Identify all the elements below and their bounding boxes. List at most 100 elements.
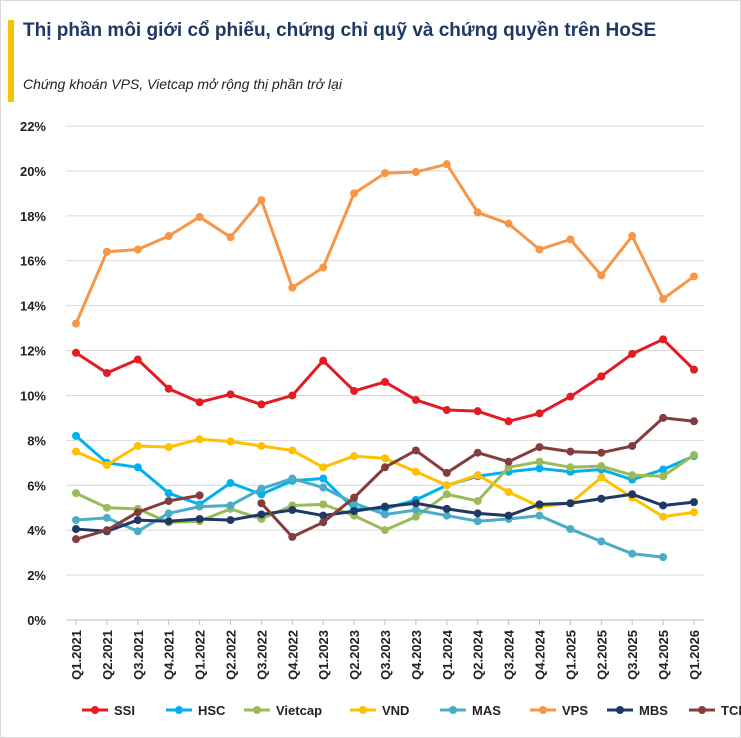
- data-point-tcbs: [566, 447, 575, 456]
- data-point-vps: [597, 271, 606, 280]
- data-point-vps: [628, 232, 637, 241]
- data-point-mbs: [659, 501, 668, 510]
- data-point-vps: [164, 232, 173, 241]
- data-point-vietcap: [473, 496, 482, 505]
- x-tick-label: Q4.2021: [162, 630, 177, 680]
- data-point-vietcap: [690, 450, 698, 459]
- data-point-mas: [411, 505, 420, 514]
- data-point-vnd: [659, 512, 668, 521]
- data-point-ssi: [319, 356, 328, 365]
- data-point-mas: [226, 501, 235, 510]
- data-point-vps: [535, 245, 544, 254]
- data-point-vnd: [133, 441, 142, 450]
- data-point-vietcap: [628, 471, 637, 480]
- data-point-vps: [381, 169, 389, 178]
- legend-item-tcbs: TCBS: [689, 703, 741, 718]
- data-point-tcbs: [411, 446, 420, 455]
- legend-label: SSI: [114, 703, 135, 718]
- data-point-vps: [566, 235, 575, 244]
- legend-label: MAS: [472, 703, 501, 718]
- x-tick-label: Q3.2022: [254, 630, 269, 680]
- data-point-mas: [381, 510, 389, 519]
- data-point-mbs: [195, 514, 204, 523]
- data-point-vietcap: [442, 490, 451, 499]
- y-tick-label: 6%: [27, 478, 46, 493]
- data-point-vietcap: [72, 489, 80, 498]
- data-point-vnd: [473, 471, 482, 480]
- data-point-vps: [133, 245, 142, 254]
- data-point-vps: [350, 189, 359, 198]
- data-point-tcbs: [504, 457, 513, 466]
- legend-marker: [698, 706, 706, 714]
- data-point-vnd: [690, 508, 698, 517]
- data-point-mas: [102, 513, 111, 522]
- data-point-ssi: [288, 391, 297, 400]
- data-point-mas: [133, 527, 142, 536]
- data-point-tcbs: [164, 496, 173, 505]
- legend-marker: [449, 706, 457, 714]
- series-line-vps: [74, 162, 695, 325]
- data-point-vps: [411, 168, 420, 177]
- chart-subtitle: Chứng khoán VPS, Vietcap mở rộng thị phầ…: [23, 76, 342, 92]
- data-point-hsc: [659, 465, 668, 474]
- x-tick-label: Q1.2023: [316, 630, 331, 680]
- y-tick-label: 20%: [20, 164, 46, 179]
- data-point-ssi: [195, 398, 204, 407]
- data-point-vnd: [226, 437, 235, 446]
- x-tick-label: Q1.2021: [69, 630, 84, 680]
- data-point-mbs: [473, 509, 482, 518]
- x-tick-label: Q2.2021: [100, 630, 115, 680]
- data-point-ssi: [628, 349, 637, 358]
- data-point-tcbs: [628, 441, 637, 450]
- x-tick-label: Q4.2025: [656, 630, 671, 680]
- legend-item-hsc: HSC: [166, 703, 226, 718]
- y-axis-ticks: 0% 2% 4% 6% 8% 10% 12% 14% 16% 18% 20% 22%: [20, 119, 46, 628]
- data-point-hsc: [257, 490, 266, 499]
- data-point-vnd: [257, 441, 266, 450]
- data-point-mas: [72, 516, 80, 525]
- data-point-vps: [319, 263, 328, 272]
- data-point-vps: [473, 208, 482, 217]
- data-point-mbs: [72, 525, 80, 534]
- x-tick-label: Q4.2022: [285, 630, 300, 680]
- x-tick-label: Q1.2022: [193, 630, 208, 680]
- data-point-ssi: [102, 369, 111, 377]
- data-point-vps: [226, 233, 235, 242]
- data-point-tcbs: [690, 417, 698, 426]
- series-mbs: [72, 490, 698, 536]
- data-point-vps: [442, 160, 451, 169]
- data-point-vps: [504, 219, 513, 228]
- x-tick-label: Q1.2024: [440, 629, 455, 680]
- series-ssi: [72, 335, 698, 426]
- data-point-vnd: [102, 461, 111, 470]
- x-tick-label: Q2.2022: [224, 630, 239, 680]
- legend-marker: [175, 706, 183, 714]
- chart-title: Thị phần môi giới cổ phiếu, chứng chỉ qu…: [23, 20, 657, 41]
- x-tick-label: Q1.2025: [563, 630, 578, 680]
- data-point-ssi: [164, 384, 173, 393]
- data-point-mbs: [133, 516, 142, 525]
- data-point-hsc: [535, 464, 544, 473]
- data-point-mas: [195, 502, 204, 511]
- data-point-tcbs: [195, 491, 204, 500]
- data-point-mas: [535, 511, 544, 520]
- legend-marker: [616, 706, 624, 714]
- data-point-tcbs: [381, 463, 389, 472]
- data-point-mas: [257, 484, 266, 493]
- x-tick-label: Q3.2025: [625, 630, 640, 680]
- title-accent-bar: [8, 20, 14, 102]
- legend-label: TCBS: [721, 703, 741, 718]
- x-tick-label: Q4.2024: [533, 629, 548, 680]
- data-point-mbs: [597, 494, 606, 503]
- legend: SSI HSC Vietcap VND MAS VPS MBS TCBS: [82, 703, 741, 718]
- y-tick-label: 18%: [20, 209, 46, 224]
- data-point-mbs: [226, 516, 235, 525]
- y-tick-label: 2%: [27, 568, 46, 583]
- data-point-ssi: [226, 390, 235, 399]
- x-tick-label: Q3.2021: [131, 630, 146, 680]
- legend-item-vietcap: Vietcap: [244, 703, 322, 718]
- data-point-mas: [659, 553, 668, 562]
- series-mas: [72, 474, 668, 562]
- legend-item-vnd: VND: [350, 703, 409, 718]
